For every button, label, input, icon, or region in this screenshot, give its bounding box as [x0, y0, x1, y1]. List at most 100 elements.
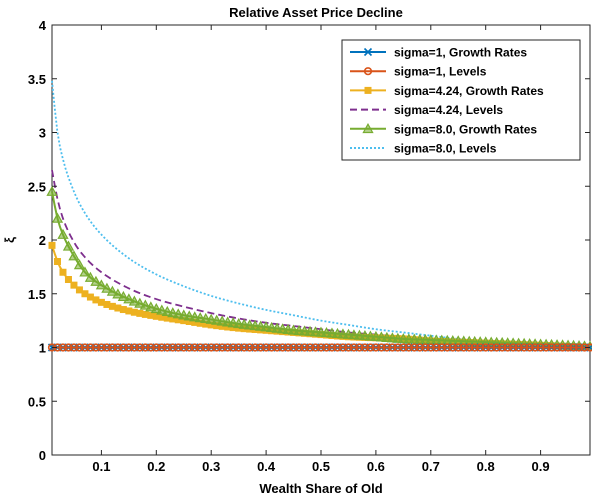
y-tick-label-3: 1.5: [28, 287, 46, 302]
series-1-marker-60: [377, 343, 386, 352]
x-tick-label-5: 0.6: [367, 459, 385, 474]
series-1-marker-32: [223, 343, 232, 352]
series-4-marker-3: [62, 240, 75, 251]
series-1-marker-81: [492, 343, 501, 352]
series-1-marker-36: [245, 343, 254, 352]
series-1-marker-96: [574, 343, 584, 352]
series-4-marker-12: [112, 288, 124, 299]
series-1-marker-43: [283, 343, 293, 352]
series-1-marker-10: [102, 343, 111, 352]
series-1-marker-82: [498, 343, 507, 352]
series-1-marker-8: [91, 343, 101, 352]
series-1-marker-76: [465, 343, 474, 352]
series-1-marker-45: [294, 343, 304, 352]
series-1-marker-7: [86, 343, 95, 352]
series-1-marker-48: [311, 343, 320, 352]
series-1-marker-65: [404, 343, 413, 352]
legend-label-0: sigma=1, Growth Rates: [394, 46, 527, 60]
series-1-marker-29: [207, 343, 216, 352]
series-4-marker-13: [117, 290, 129, 302]
series-4-marker-8: [90, 275, 102, 286]
y-axis-label: ξ: [2, 237, 17, 243]
series-4-marker-5: [73, 259, 86, 270]
y-tick-label-4: 2: [39, 233, 46, 248]
series-1-marker-52: [333, 343, 342, 352]
series-1-marker-64: [399, 343, 408, 352]
series-2-marker-5: [75, 286, 83, 294]
series-1-marker-66: [410, 343, 419, 352]
series-1-marker-63: [393, 343, 402, 352]
series-1-marker-86: [520, 343, 529, 352]
series-4-marker-15: [128, 295, 140, 306]
series-1-marker-34: [234, 343, 243, 352]
x-tick-label-8: 0.9: [532, 459, 550, 474]
series-1-marker-55: [349, 343, 359, 352]
series-1-marker-51: [327, 343, 337, 352]
series-1-marker-77: [470, 343, 479, 352]
series-2-marker-2: [59, 268, 67, 276]
chart-title: Relative Asset Price Decline: [229, 5, 403, 20]
legend-label-3: sigma=4.24, Levels: [394, 103, 503, 117]
series-1-marker-53: [338, 343, 348, 352]
series-1-marker-11: [108, 343, 117, 352]
series-1-marker-37: [251, 343, 260, 352]
series-1-marker-46: [300, 343, 309, 352]
series-1-marker-33: [229, 343, 238, 352]
series-1-marker-21: [163, 343, 172, 352]
series-1-marker-9: [97, 343, 106, 352]
series-1-marker-79: [481, 343, 490, 352]
series-1-marker-72: [443, 343, 452, 352]
series-1-marker-75: [459, 343, 468, 352]
legend-marker-0: [363, 47, 373, 57]
series-1-marker-17: [141, 343, 150, 352]
series-1-marker-19: [152, 343, 161, 352]
legend-label-2: sigma=4.24, Growth Rates: [394, 84, 544, 98]
axis-ticks: 0.1 0.2 0.3 0.4 0.5 0.6 0.7 0.8 0.9 0 0.5 1 1.5 2 2.5 3…: [28, 18, 590, 474]
series-1-marker-62: [388, 343, 397, 352]
series-1-marker-16: [135, 343, 144, 352]
x-tick-label-7: 0.8: [477, 459, 495, 474]
y-tick-label-7: 3.5: [28, 72, 46, 87]
x-tick-label-2: 0.3: [202, 459, 220, 474]
series-4-marker-0: [46, 185, 58, 196]
series-1-marker-23: [174, 343, 183, 352]
series-1-marker-42: [278, 343, 287, 352]
series-1-marker-47: [305, 343, 315, 352]
series-1-marker-49: [316, 343, 326, 352]
series-1-marker-30: [212, 343, 221, 352]
series-1-marker-38: [256, 343, 265, 352]
series-1-marker-74: [454, 343, 463, 352]
series-1-marker-54: [344, 343, 353, 352]
series-1-marker-83: [503, 343, 512, 352]
series-1-marker-93: [558, 343, 567, 352]
series-1-marker-39: [262, 343, 271, 352]
series-1-marker-44: [289, 343, 298, 352]
series-1-marker-2: [58, 343, 68, 352]
series-1-marker-20: [157, 343, 166, 352]
series-1-marker-91: [547, 343, 556, 352]
y-tick-label-0: 0: [39, 448, 46, 463]
series-1-marker-40: [267, 343, 276, 352]
series-1-marker-18: [146, 343, 155, 352]
legend-marker-1: [363, 67, 373, 76]
series-1-marker-35: [240, 343, 249, 352]
series-1-marker-84: [509, 343, 518, 352]
series-1-marker-73: [448, 343, 457, 352]
series-1-marker-58: [366, 343, 375, 352]
series-1-marker-28: [201, 343, 210, 352]
series-1-marker-31: [218, 343, 227, 352]
series-1-marker-4: [69, 343, 79, 352]
series-1-marker-59: [371, 343, 380, 352]
series-1-marker-71: [437, 343, 446, 352]
series-1-marker-15: [130, 343, 139, 352]
y-tick-label-5: 2.5: [28, 179, 46, 194]
series-2-marker-4: [70, 281, 78, 289]
series-1-marker-56: [355, 343, 364, 352]
series-2-marker-1: [53, 258, 61, 265]
legend-marker-2: [364, 86, 372, 94]
y-tick-label-1: 0.5: [28, 394, 46, 409]
series-1-marker-13: [119, 343, 128, 352]
legend-box: [341, 39, 581, 161]
series-4-marker-14: [123, 293, 135, 304]
series-4-marker-11: [106, 285, 119, 296]
